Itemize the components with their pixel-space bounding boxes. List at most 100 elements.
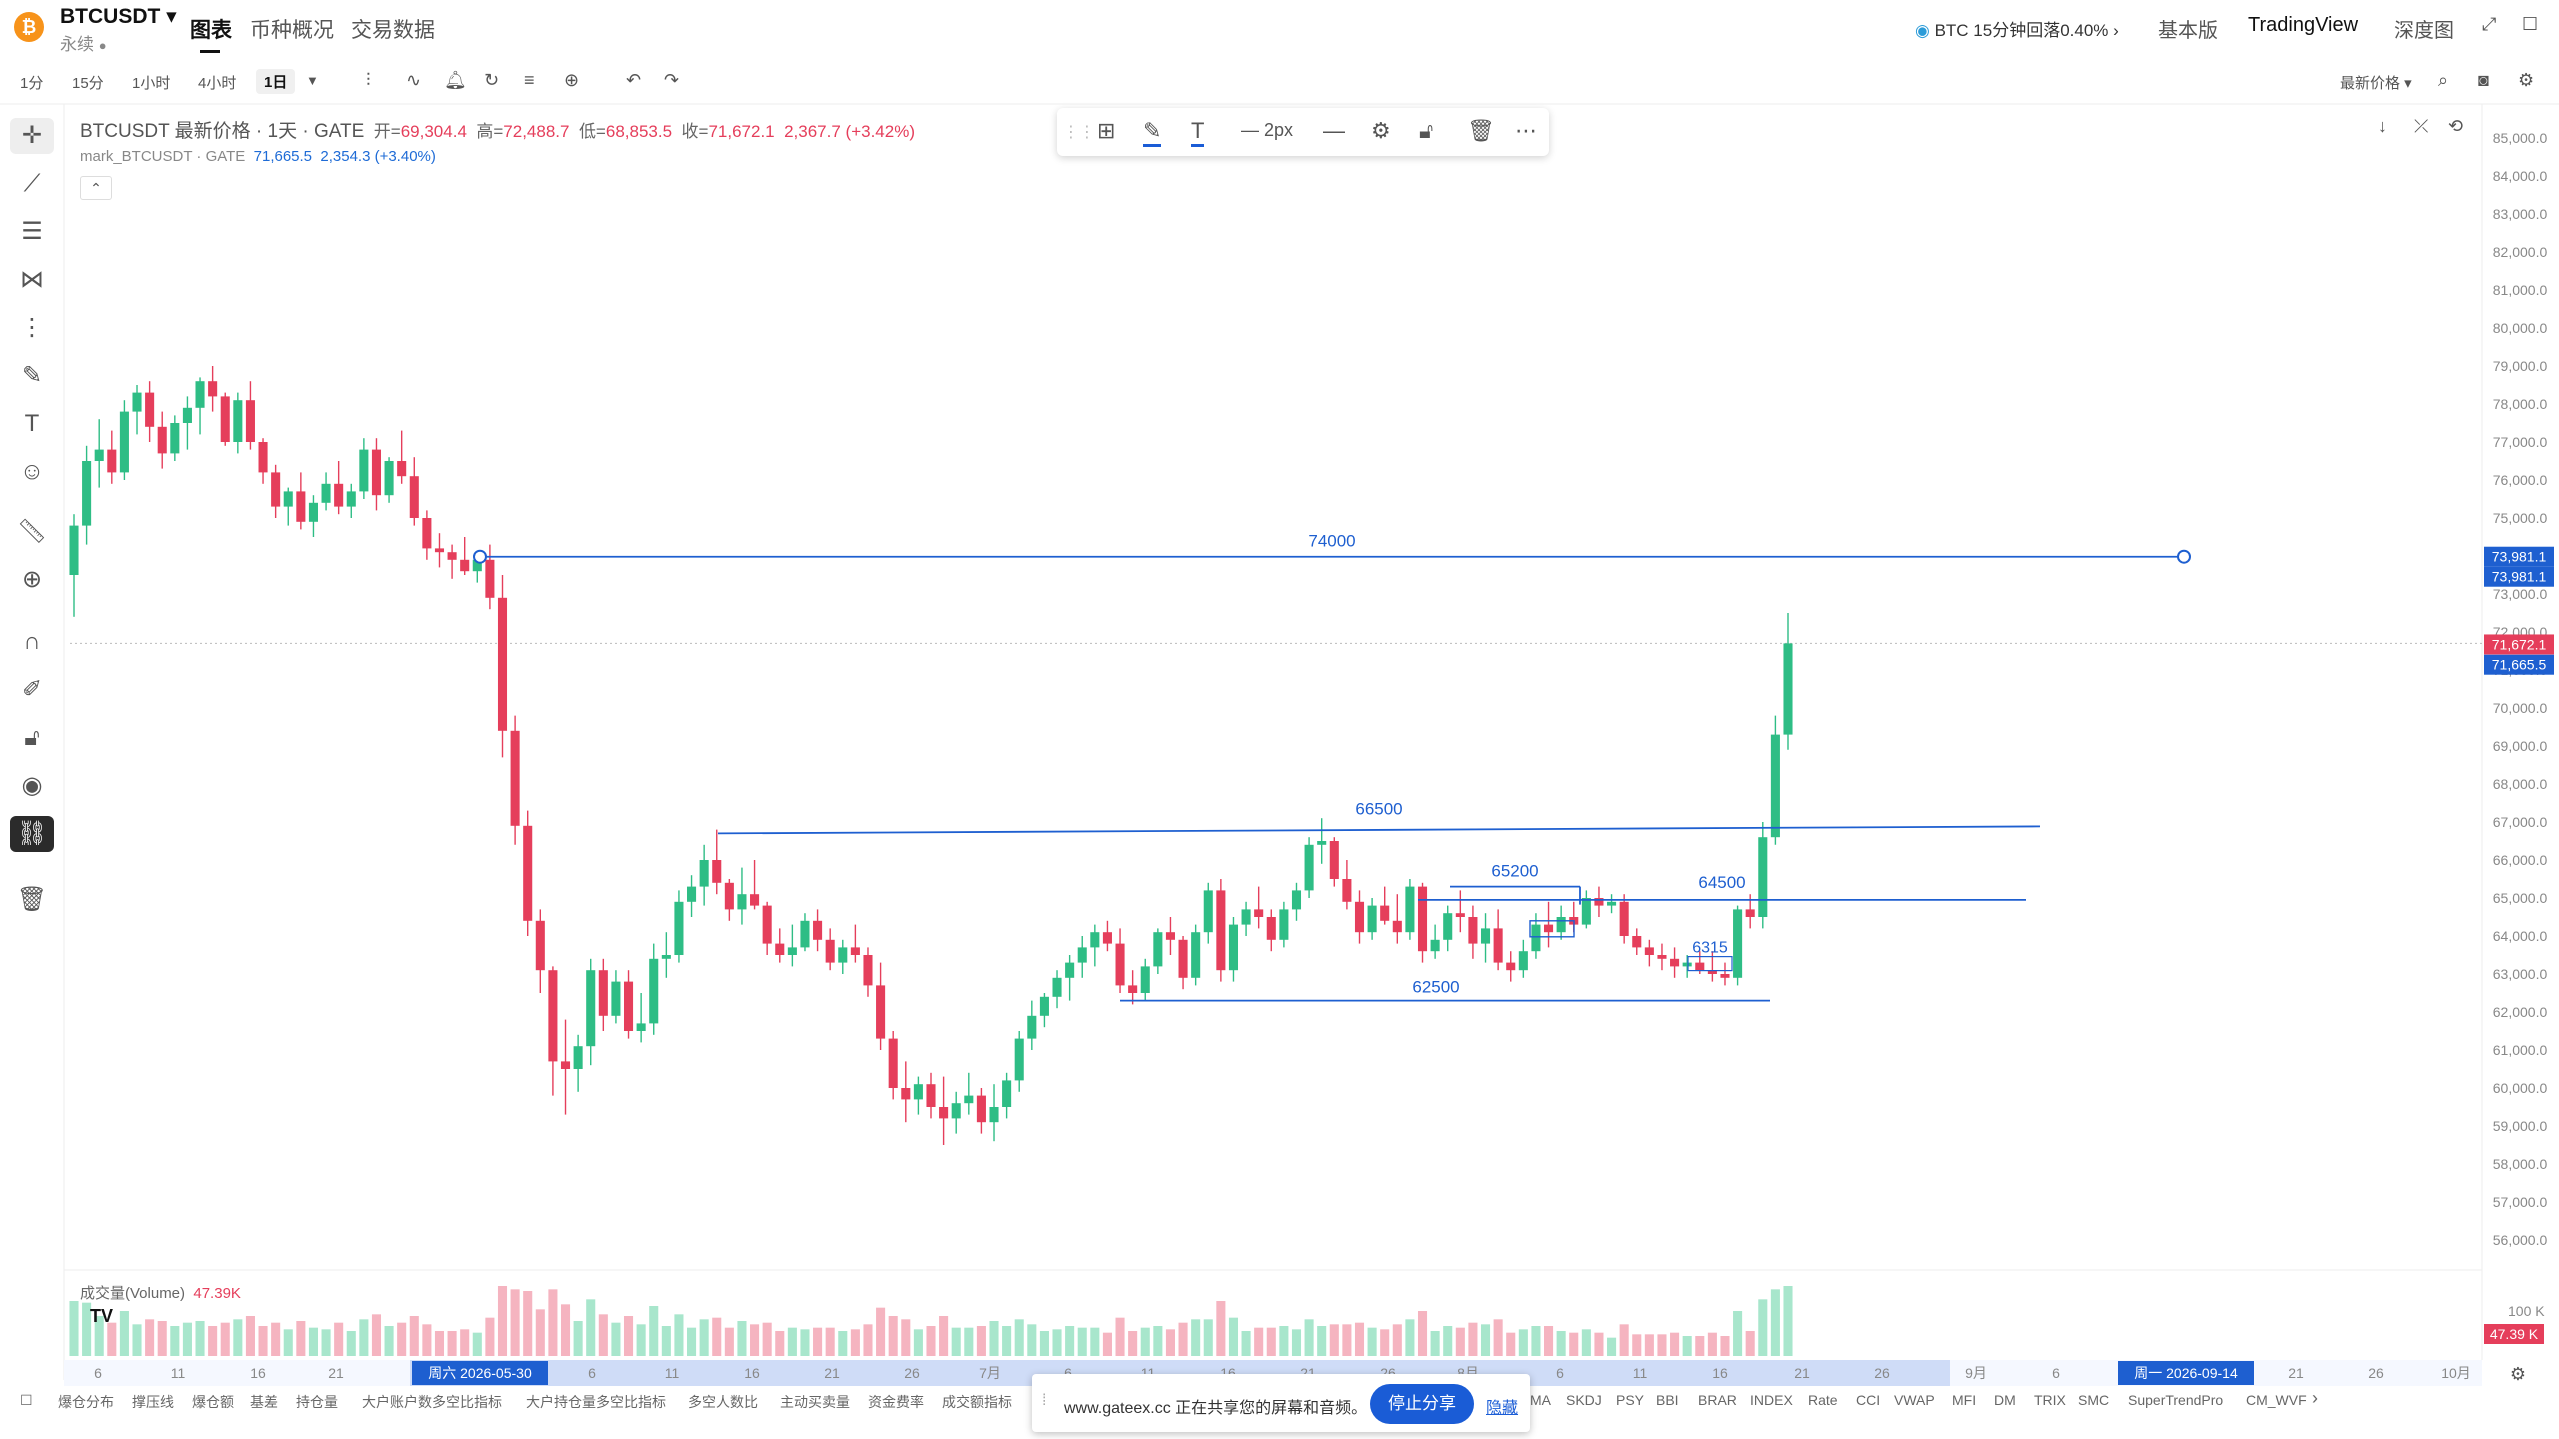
level-6315-box <box>1687 955 1733 972</box>
redo-icon[interactable]: ↷ <box>664 70 680 90</box>
timeframe-dropdown-icon[interactable]: ▼ <box>306 73 319 88</box>
drawing-settings-icon[interactable]: ⚙ <box>1371 118 1391 143</box>
window-icon[interactable]: ☐ <box>2522 14 2539 34</box>
indicator-20[interactable]: MFI <box>1952 1392 1977 1408</box>
template-grid-icon[interactable]: ⊞ <box>1097 118 1116 143</box>
indicator-18[interactable]: CCI <box>1856 1392 1881 1408</box>
volume-bar <box>1758 1299 1768 1356</box>
indicator-8[interactable]: 主动买卖量 <box>780 1394 850 1410</box>
indicator-10[interactable]: 成交额指标 <box>942 1394 1012 1410</box>
indicator-7[interactable]: 多空人数比 <box>688 1394 758 1410</box>
tab-coin-overview[interactable]: 币种概况 <box>250 19 334 42</box>
indicator-22[interactable]: TRIX <box>2034 1392 2066 1408</box>
tab-chart[interactable]: 图表 <box>190 19 232 42</box>
indicator-24[interactable]: SuperTrendPro <box>2128 1392 2224 1408</box>
scroll-right-icon[interactable]: › <box>2312 1388 2318 1408</box>
magnet-icon[interactable]: ∩ <box>23 628 41 655</box>
candle-type-icon[interactable]: ⫶ <box>366 70 371 90</box>
drag-handle-icon[interactable]: ⋮⋮ <box>1063 124 1095 141</box>
drawing-lock-icon[interactable]: 🔓︎ <box>1419 118 1434 143</box>
indicator-3[interactable]: 基差 <box>250 1394 278 1410</box>
hide-share-bar-link[interactable]: 隐藏 <box>1486 1400 1519 1417</box>
indicator-1[interactable]: 撑压线 <box>132 1394 174 1410</box>
volume-bar <box>258 1326 268 1356</box>
template-icon[interactable]: ≡ <box>524 70 535 90</box>
indicator-13[interactable]: PSY <box>1616 1392 1645 1408</box>
time-tick-label: 21 <box>328 1365 344 1381</box>
lock-drawing-icon[interactable]: ✐ <box>21 676 43 703</box>
view-tradingview[interactable]: TradingView <box>2248 14 2359 36</box>
indicator-23[interactable]: SMC <box>2078 1392 2110 1408</box>
indicator-21[interactable]: DM <box>1994 1392 2016 1408</box>
indicator-5[interactable]: 大户账户数多空比指标 <box>362 1394 502 1410</box>
indicator-16[interactable]: INDEX <box>1750 1392 1793 1408</box>
timeframe-1h[interactable]: 1小时 <box>132 75 171 92</box>
line-color-icon[interactable]: ✎ <box>1143 118 1162 147</box>
text-color-icon[interactable]: T <box>1191 118 1205 147</box>
indicator-25[interactable]: CM_WVF <box>2246 1392 2307 1408</box>
link-icon[interactable]: ⛓ <box>10 816 54 852</box>
undo-icon[interactable]: ↶ <box>626 70 642 90</box>
indicators-icon[interactable]: ∿ <box>406 70 422 90</box>
indicator-4[interactable]: 持仓量 <box>296 1394 338 1410</box>
indicator-9[interactable]: 资金费率 <box>868 1394 924 1410</box>
ruler-icon[interactable]: 📏︎ <box>16 518 48 545</box>
volume-bar <box>560 1304 571 1356</box>
collapse-legend-button[interactable]: ⌃ <box>80 176 112 200</box>
indicator-14[interactable]: BBI <box>1656 1392 1679 1408</box>
line-width-select[interactable]: — 2px <box>1241 120 1294 140</box>
indicator-2[interactable]: 爆仓额 <box>192 1394 234 1410</box>
collapse-icon[interactable]: ⤫ <box>2414 116 2429 136</box>
timeframe-1d[interactable]: 1日 <box>256 69 296 94</box>
trend-line-icon[interactable]: ⟋ <box>23 170 41 197</box>
emoji-icon[interactable]: ☺ <box>19 458 45 485</box>
price-alert[interactable]: ◉ BTC 15分钟回落0.40% › <box>1915 21 2119 40</box>
indicator-toggle-icon[interactable]: ☐ <box>20 1392 33 1408</box>
stop-sharing-button[interactable]: 停止分享 <box>1370 1384 1474 1424</box>
zoom-in-icon[interactable]: ⊕ <box>21 566 43 593</box>
indicator-17[interactable]: Rate <box>1808 1392 1838 1408</box>
timeframe-4h[interactable]: 4小时 <box>198 75 237 92</box>
pattern-icon[interactable]: ⋈ <box>20 266 44 293</box>
candle-body <box>1480 928 1491 944</box>
trash-icon[interactable]: 🗑︎ <box>16 886 48 913</box>
reset-view-icon[interactable]: ⟲ <box>2448 116 2464 136</box>
camera-icon[interactable]: ◙ <box>2478 70 2489 90</box>
alert-bell-icon[interactable]: 🔔︎ <box>444 70 467 90</box>
symbol-name[interactable]: BTCUSDT ▾ <box>60 5 177 28</box>
brush-icon[interactable]: ✎ <box>21 362 43 389</box>
timeframe-15m[interactable]: 15分 <box>72 75 104 92</box>
fullscreen-icon[interactable]: ⤢ <box>2482 14 2497 34</box>
view-depth[interactable]: 深度图 <box>2394 20 2454 42</box>
line-style-icon[interactable]: — <box>1323 118 1345 143</box>
more-options-icon[interactable]: ⋯ <box>1515 118 1537 143</box>
replay-icon[interactable]: ↻ <box>484 70 500 90</box>
info-icon[interactable]: ● <box>98 38 107 53</box>
indicator-0[interactable]: 爆仓分布 <box>58 1394 114 1410</box>
lock-icon[interactable]: 🔓︎ <box>24 724 40 751</box>
timeframe-1m[interactable]: 1分 <box>20 75 44 92</box>
indicator-12[interactable]: SKDJ <box>1566 1392 1602 1408</box>
indicator-11[interactable]: MA <box>1530 1392 1551 1408</box>
crosshair-icon[interactable]: ✛ <box>10 118 54 154</box>
parallel-lines-icon[interactable]: ☰ <box>21 218 43 245</box>
indicator-15[interactable]: BRAR <box>1698 1392 1737 1408</box>
fib-icon[interactable]: ⋮ <box>20 314 44 341</box>
volume-bar <box>1594 1332 1604 1356</box>
plugin-icon[interactable]: ⊕ <box>564 70 580 90</box>
settings-gear-icon[interactable]: ⚙ <box>2518 70 2535 90</box>
text-tool-icon[interactable]: T <box>24 410 40 437</box>
search-icon[interactable]: ⌕ <box>2438 70 2449 90</box>
indicator-6[interactable]: 大户持仓量多空比指标 <box>526 1394 666 1410</box>
indicator-19[interactable]: VWAP <box>1894 1392 1935 1408</box>
price-type-select[interactable]: 最新价格 ▾ <box>2340 75 2412 92</box>
tab-trade-data[interactable]: 交易数据 <box>351 19 435 42</box>
eye-icon[interactable]: ◉ <box>21 772 43 799</box>
candle-body <box>926 1084 936 1107</box>
view-basic[interactable]: 基本版 <box>2158 20 2218 42</box>
candle-body <box>976 1095 986 1123</box>
drawing-delete-icon[interactable]: 🗑︎ <box>1467 118 1495 143</box>
drag-handle-icon[interactable]: ⁞ <box>1042 1392 1047 1409</box>
scroll-down-icon[interactable]: ↓ <box>2378 116 2387 136</box>
